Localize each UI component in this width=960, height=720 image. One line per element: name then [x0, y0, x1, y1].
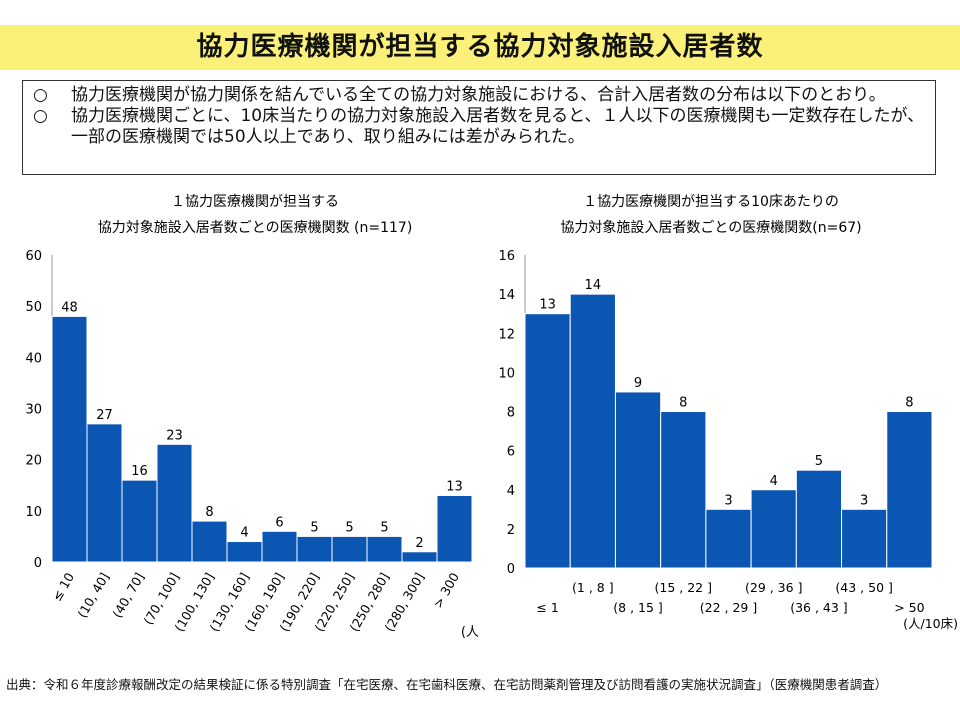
data-label: 3 [724, 493, 732, 508]
y-tick-label: 12 [498, 327, 515, 342]
x-tick-label: > 300 [430, 570, 462, 611]
y-tick-label: 4 [507, 484, 515, 499]
bar [705, 508, 752, 569]
data-label: 2 [415, 536, 423, 551]
data-label: 8 [205, 505, 213, 520]
bar [226, 541, 263, 563]
title-bar: 協力医療機関が担当する協力対象施設入居者数 [0, 25, 960, 70]
y-tick-label: 0 [507, 562, 515, 577]
data-label: 5 [310, 520, 318, 535]
x-tick-label: (36 , 43 ] [790, 600, 847, 615]
bullet-circle-icon: ○ [33, 106, 48, 126]
chart-title: １協力医療機関が担当する [171, 193, 339, 210]
y-tick-label: 30 [25, 403, 42, 418]
data-label: 8 [679, 396, 687, 411]
data-label: 16 [131, 464, 148, 479]
bar [191, 520, 228, 563]
data-label: 3 [860, 493, 868, 508]
data-label: 5 [380, 520, 388, 535]
y-tick-label: 8 [507, 406, 515, 421]
chart-residents-per-10-beds: １協力医療機関が担当する10床あたりの協力対象施設入居者数ごとの医療機関数(n=… [498, 193, 958, 631]
x-tick-label: (8 , 15 ] [613, 600, 663, 615]
bar [331, 535, 368, 563]
bar [841, 508, 888, 569]
summary-text: 協力医療機関ごとに、10床当たりの協力対象施設入居者数を見ると、１人以下の医療機… [71, 106, 925, 147]
x-tick-label: ≤ 10 [49, 570, 77, 604]
bar [436, 494, 473, 563]
bar [366, 535, 403, 563]
bar [795, 469, 843, 569]
chart-title: １協力医療機関が担当する10床あたりの [583, 193, 839, 210]
x-tick-label: (22 , 29 ] [700, 600, 757, 615]
y-tick-label: 40 [25, 351, 42, 366]
data-label: 14 [585, 278, 602, 293]
x-tick-label: (40, 70] [109, 570, 147, 620]
summary-box: ○ 協力医療機関が協力関係を結んでいる全ての協力対象施設における、合計入居者数の… [22, 80, 936, 175]
summary-text: 協力医療機関が協力関係を結んでいる全ての協力対象施設における、合計入居者数の分布… [71, 85, 886, 105]
x-tick-label: (10, 40] [74, 570, 112, 620]
data-label: 4 [770, 474, 778, 489]
x-tick-label: (1 , 8 ] [572, 580, 614, 595]
data-label: 13 [539, 298, 556, 313]
bar [614, 391, 662, 569]
bar [156, 443, 193, 563]
y-tick-label: 10 [498, 366, 515, 381]
data-label: 8 [905, 396, 913, 411]
x-tick-label: (29 , 36 ] [745, 580, 802, 595]
y-tick-label: 14 [498, 288, 515, 303]
bar [524, 313, 571, 569]
data-label: 9 [634, 376, 642, 391]
y-tick-label: 16 [498, 249, 515, 264]
source-note: 出典：令和６年度診療報酬改定の結果検証に係る特別調査「在宅医療、在宅歯科医療、在… [6, 677, 888, 692]
bar [261, 530, 298, 563]
data-label: 4 [240, 526, 248, 541]
bar [121, 479, 158, 563]
x-axis-unit: (人/10床) [903, 616, 958, 631]
bar [660, 411, 707, 569]
data-label: 5 [815, 454, 823, 469]
x-tick-label: (43 , 50 ] [835, 580, 892, 595]
data-label: 48 [61, 300, 78, 315]
x-axis-unit: (人) [461, 625, 480, 640]
bar [296, 535, 333, 563]
bar [750, 489, 797, 569]
data-label: 27 [96, 408, 113, 423]
y-tick-label: 60 [25, 249, 42, 264]
bar [569, 293, 616, 569]
bullet-circle-icon: ○ [33, 85, 48, 105]
y-tick-label: 6 [507, 445, 515, 460]
page-title: 協力医療機関が担当する協力対象施設入居者数 [196, 32, 764, 62]
chart-subtitle: 協力対象施設入居者数ごとの医療機関数(n=67) [560, 219, 861, 236]
data-label: 23 [166, 428, 183, 443]
summary-bullet: ○ 協力医療機関ごとに、10床当たりの協力対象施設入居者数を見ると、１人以下の医… [33, 106, 925, 148]
x-tick-label: (15 , 22 ] [655, 580, 712, 595]
bar [51, 315, 88, 563]
data-label: 6 [275, 515, 283, 530]
y-tick-label: 10 [25, 505, 42, 520]
bar [886, 411, 933, 569]
data-label: 5 [345, 520, 353, 535]
summary-bullet: ○ 協力医療機関が協力関係を結んでいる全ての協力対象施設における、合計入居者数の… [33, 85, 925, 106]
x-tick-label: ≤ 1 [536, 600, 558, 615]
y-tick-label: 20 [25, 454, 42, 469]
bar [86, 423, 123, 563]
y-tick-label: 0 [34, 556, 42, 571]
bar [401, 551, 438, 563]
chart-subtitle: 協力対象施設入居者数ごとの医療機関数 (n=117) [98, 219, 413, 236]
y-tick-label: 50 [25, 300, 42, 315]
x-tick-label: > 50 [894, 600, 924, 615]
data-label: 13 [446, 479, 463, 494]
y-tick-label: 2 [507, 523, 515, 538]
